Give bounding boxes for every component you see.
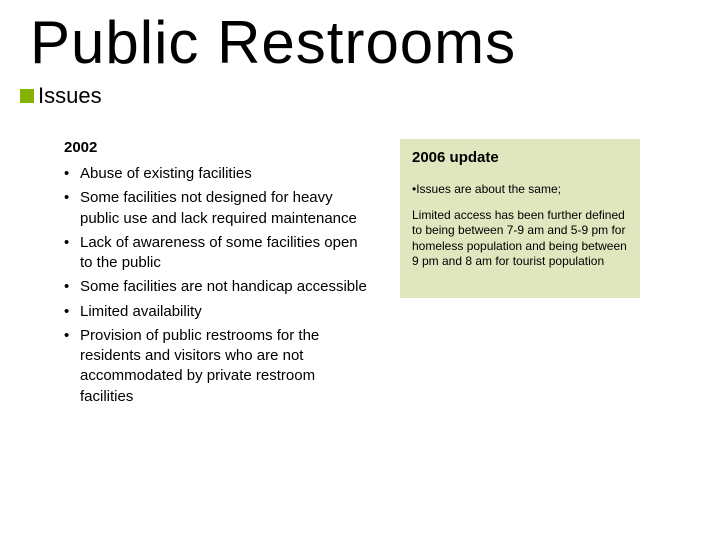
right-column: 2006 update •Issues are about the same; … [400, 139, 640, 411]
subtitle-text: Issues [38, 83, 102, 109]
issues-list: Abuse of existing facilities Some facili… [64, 164, 370, 407]
list-item: Some facilities not designed for heavy p… [64, 188, 370, 229]
slide-title: Public Restrooms [0, 0, 720, 77]
list-item: Some facilities are not handicap accessi… [64, 277, 370, 297]
update-line2: Limited access has been further defined … [412, 208, 628, 270]
update-title: 2006 update [412, 149, 628, 166]
bullet-square-icon [20, 89, 34, 103]
list-item: Lack of awareness of some facilities ope… [64, 233, 370, 274]
year-heading: 2002 [64, 139, 370, 156]
list-item: Abuse of existing facilities [64, 164, 370, 184]
list-item: Provision of public restrooms for the re… [64, 326, 370, 407]
left-column: 2002 Abuse of existing facilities Some f… [0, 139, 370, 411]
content-area: 2002 Abuse of existing facilities Some f… [0, 109, 720, 411]
update-line1: •Issues are about the same; [412, 182, 628, 198]
subtitle-row: Issues [0, 77, 720, 109]
list-item: Limited availability [64, 302, 370, 322]
update-box: 2006 update •Issues are about the same; … [400, 139, 640, 298]
